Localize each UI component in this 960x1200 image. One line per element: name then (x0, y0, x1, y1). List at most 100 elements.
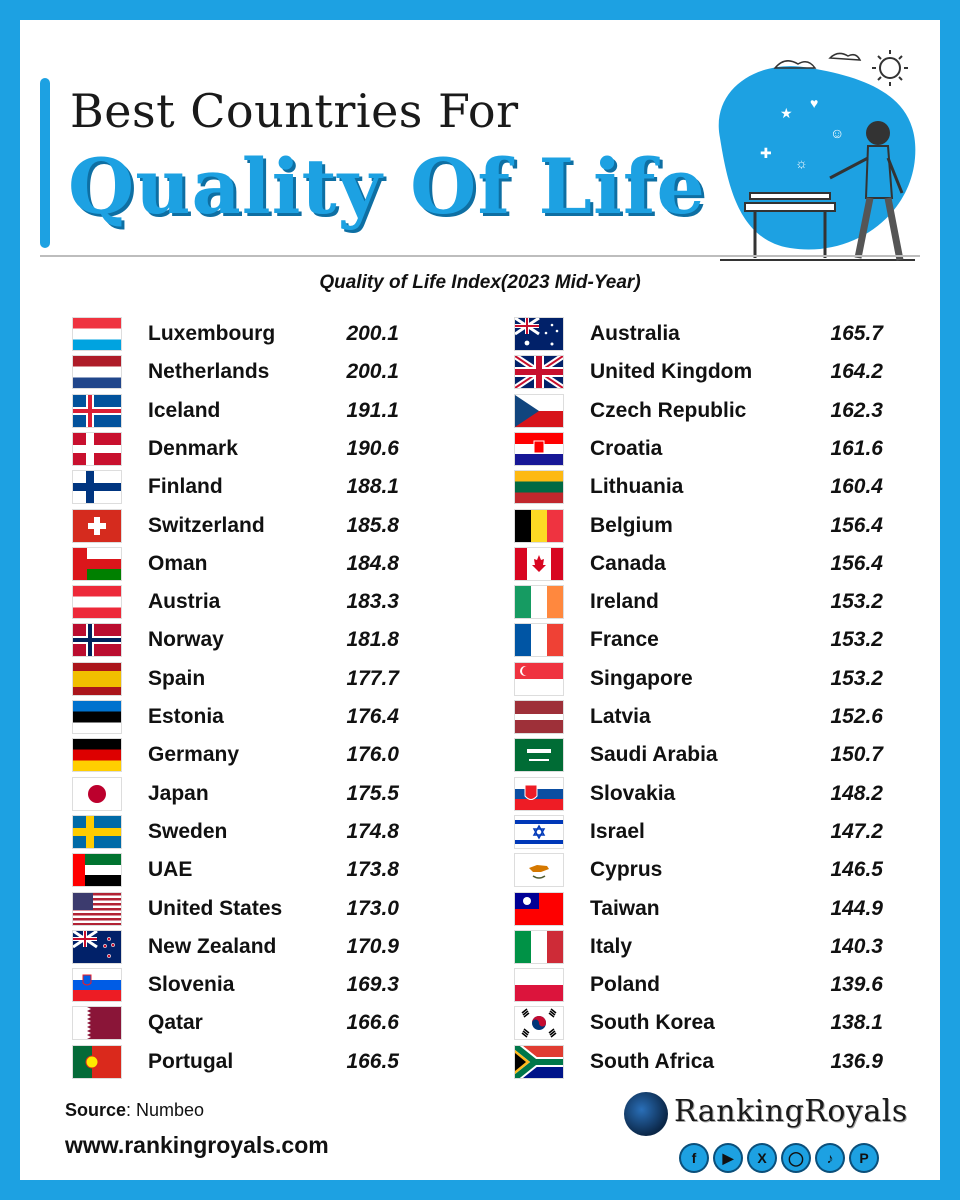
country-name: Estonia (148, 705, 224, 728)
flag-ireland (515, 586, 563, 619)
woman-walking-illustration: ★ ♥ ✚ ☺ ☼ (718, 50, 916, 261)
index-value: 156.4 (830, 551, 883, 575)
country-name: Saudi Arabia (590, 743, 718, 767)
country-name: Singapore (590, 666, 693, 690)
svg-text:★: ★ (780, 105, 793, 121)
flag-slovakia (515, 777, 563, 810)
svg-text:✚: ✚ (760, 145, 772, 161)
country-name: Poland (590, 973, 661, 997)
country-name: South Africa (590, 1049, 715, 1073)
index-value: 166.6 (346, 1011, 399, 1035)
index-value: 156.4 (830, 513, 883, 537)
index-value: 160.4 (830, 475, 883, 499)
country-name: Cyprus (590, 858, 663, 882)
country-name: Portugal (148, 1049, 234, 1073)
index-value: 183.3 (346, 590, 399, 614)
flag-south-africa (515, 1045, 563, 1078)
flag-new-zealand (73, 930, 121, 963)
index-value: 162.3 (830, 398, 883, 422)
index-value: 165.7 (830, 322, 883, 345)
tiktok-icon[interactable]: ♪ (817, 1145, 843, 1171)
flag-south-korea (515, 1007, 563, 1040)
index-value: 177.7 (346, 666, 399, 690)
country-name: Belgium (590, 513, 673, 537)
country-name: Croatia (590, 436, 663, 460)
flag-finland (73, 471, 121, 504)
flag-poland (515, 969, 563, 1002)
index-value: 173.0 (346, 896, 399, 920)
title-accent-bar (40, 78, 50, 248)
index-value: 200.1 (346, 360, 399, 384)
brand-logo (624, 1092, 668, 1136)
pinterest-icon[interactable]: P (851, 1145, 877, 1171)
index-value: 190.6 (346, 436, 399, 460)
svg-text:♥: ♥ (810, 95, 818, 111)
flag-saudi-arabia (515, 739, 563, 772)
index-value: 140.3 (830, 934, 883, 958)
flag-qatar (73, 1007, 121, 1040)
country-name: Spain (148, 666, 206, 690)
country-name: Luxembourg (148, 322, 276, 345)
index-value: 153.2 (830, 666, 883, 690)
country-name: Ireland (590, 590, 659, 614)
flag-belgium (515, 509, 563, 542)
flag-cyprus (515, 854, 563, 887)
instagram-icon[interactable]: ◯ (783, 1145, 809, 1171)
x-icon[interactable]: X (749, 1145, 775, 1171)
index-value: 191.1 (346, 398, 399, 422)
index-value: 173.8 (346, 858, 399, 882)
country-name: Latvia (590, 705, 651, 728)
country-name: Finland (148, 475, 223, 499)
index-value: 147.2 (830, 819, 883, 843)
flag-japan (73, 777, 121, 810)
flag-germany (73, 739, 121, 772)
flag-denmark (73, 432, 121, 465)
index-value: 184.8 (346, 551, 399, 575)
brand-name: RankingRoyals (674, 1094, 908, 1129)
index-value: 170.9 (346, 934, 399, 958)
index-value: 136.9 (830, 1049, 883, 1073)
chart-title: Quality of Life Index(2023 Mid-Year) (319, 272, 641, 293)
country-name: Switzerland (148, 513, 265, 537)
title-line-1: Best Countries For (70, 84, 519, 138)
country-name: France (590, 628, 659, 652)
country-name: Oman (148, 551, 208, 575)
index-value: 139.6 (830, 973, 883, 997)
country-name: Japan (148, 781, 209, 805)
country-name: Israel (590, 819, 645, 843)
index-value: 175.5 (346, 781, 399, 805)
flag-canada (515, 547, 563, 580)
index-value: 146.5 (830, 858, 883, 882)
flag-united-states (73, 892, 121, 925)
index-value: 164.2 (830, 360, 883, 384)
index-value: 152.6 (830, 705, 883, 728)
country-name: Slovenia (148, 973, 235, 997)
youtube-icon[interactable]: ▶ (715, 1145, 741, 1171)
flag-spain (73, 662, 121, 695)
facebook-icon[interactable]: f (681, 1145, 707, 1171)
flag-austria (73, 586, 121, 619)
header-divider (40, 255, 920, 257)
index-value: 144.9 (830, 896, 883, 920)
country-name: Netherlands (148, 360, 270, 384)
country-name: Iceland (148, 398, 221, 422)
country-name: Norway (148, 628, 224, 652)
index-value: 188.1 (346, 475, 399, 499)
country-name: Germany (148, 743, 240, 767)
flag-estonia (73, 701, 121, 733)
source-credit: Source: Numbeo (65, 1100, 204, 1121)
country-name: Czech Republic (590, 398, 747, 422)
country-name: UAE (148, 858, 193, 882)
country-name: United States (148, 896, 283, 920)
flag-portugal (73, 1045, 121, 1078)
flag-norway (73, 624, 121, 657)
index-value: 138.1 (830, 1011, 883, 1035)
index-value: 153.2 (830, 590, 883, 614)
infographic-card: Best Countries For Quality Of Life ★ ♥ ✚… (20, 20, 940, 1180)
country-name: Australia (590, 322, 680, 345)
flag-czech-republic (515, 394, 563, 427)
country-name: South Korea (590, 1011, 715, 1035)
country-name: Qatar (148, 1011, 203, 1035)
website-link[interactable]: www.rankingroyals.com (65, 1132, 329, 1158)
flag-australia (515, 318, 563, 350)
